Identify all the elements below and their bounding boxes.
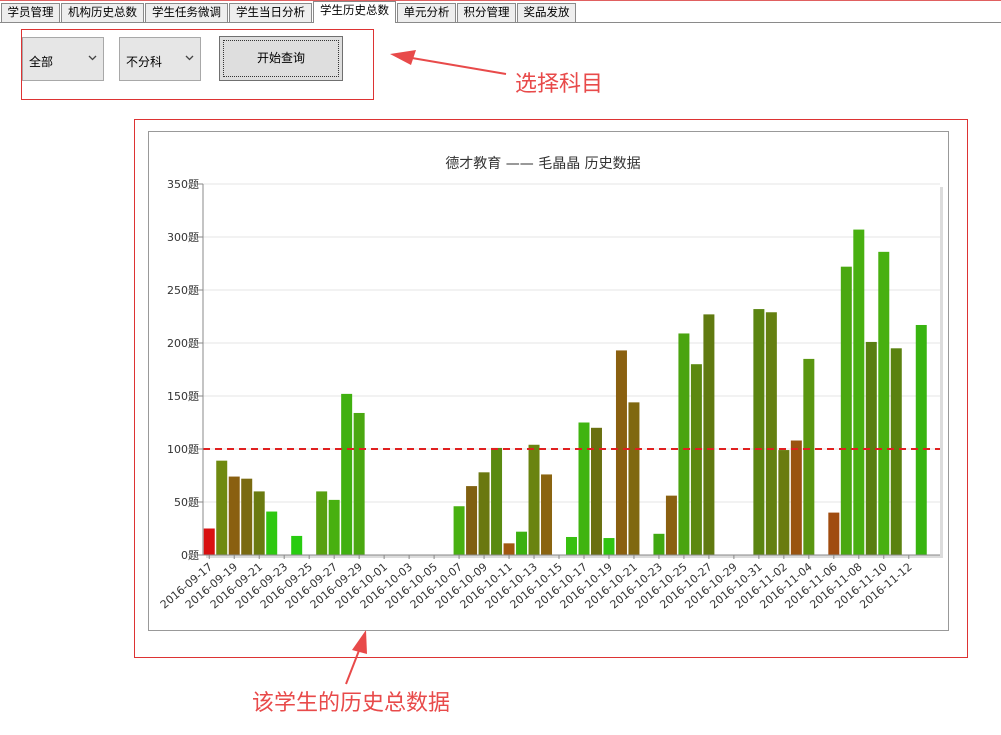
bar <box>703 314 715 555</box>
bar <box>291 535 303 555</box>
y-tick-label: 0题 <box>181 549 199 562</box>
y-tick-label: 250题 <box>167 284 199 297</box>
bar <box>890 348 902 555</box>
bar <box>828 512 840 555</box>
bar <box>566 536 577 555</box>
bar <box>466 486 478 555</box>
y-tick-label: 50题 <box>174 496 199 509</box>
start-query-label: 开始查询 <box>256 51 305 65</box>
bar <box>516 531 528 555</box>
bar <box>353 412 365 555</box>
tab-student-management[interactable]: 学员管理 <box>1 3 60 22</box>
tab-unit-analysis[interactable]: 单元分析 <box>397 3 456 22</box>
range-select-value: 全部 <box>29 55 54 69</box>
bar <box>790 440 802 555</box>
tab-org-history-total[interactable]: 机构历史总数 <box>61 3 144 22</box>
bar <box>328 499 340 555</box>
chevron-down-icon <box>88 55 97 61</box>
bar <box>503 543 515 555</box>
bar <box>678 333 690 555</box>
bar <box>840 266 852 555</box>
bar <box>665 495 677 555</box>
range-select[interactable]: 全部 <box>22 37 104 81</box>
bar <box>228 476 240 555</box>
bar <box>491 447 503 555</box>
bar <box>241 478 253 555</box>
bar <box>865 341 877 555</box>
top-accent-line <box>0 0 1001 1</box>
bar <box>765 312 777 555</box>
y-tick-label: 300题 <box>167 231 199 244</box>
focus-rect <box>223 40 339 77</box>
bar <box>453 506 465 555</box>
bar <box>878 251 890 555</box>
y-tick-label: 100题 <box>167 443 199 456</box>
chevron-down-icon <box>185 55 194 61</box>
bar <box>541 474 553 555</box>
chart-title: 德才教育 —— 毛晶晶 历史数据 <box>445 156 640 172</box>
tab-task-adjust[interactable]: 学生任务微调 <box>145 3 228 22</box>
annotation-history-data: 该学生的历史总数据 <box>252 691 451 716</box>
chart-highlight-box <box>134 119 968 658</box>
bar <box>578 422 590 555</box>
subject-select-value: 不分科 <box>126 55 163 69</box>
bar-layer <box>203 229 927 555</box>
arrow-up-icon <box>345 630 367 685</box>
subject-select[interactable]: 不分科 <box>119 37 201 81</box>
bar <box>528 444 540 555</box>
bar <box>803 358 815 555</box>
start-query-button[interactable]: 开始查询 <box>219 36 343 81</box>
bar <box>653 533 665 555</box>
tab-points-management[interactable]: 积分管理 <box>457 3 516 22</box>
bar <box>203 528 215 555</box>
bar <box>590 427 602 555</box>
bar <box>478 472 490 555</box>
arrow-left-icon <box>390 50 507 75</box>
bar <box>216 460 228 555</box>
bar <box>778 450 790 555</box>
tab-daily-analysis[interactable]: 学生当日分析 <box>229 3 312 22</box>
y-tick-label: 350题 <box>167 178 199 191</box>
bar <box>753 309 765 555</box>
bar <box>253 491 265 555</box>
tab-student-history-total[interactable]: 学生历史总数 <box>313 1 396 23</box>
bar <box>628 402 640 555</box>
bar <box>266 511 278 555</box>
bar <box>341 393 353 555</box>
y-tick-label: 200题 <box>167 337 199 350</box>
annotation-select-subject: 选择科目 <box>515 72 604 97</box>
bar <box>690 364 702 555</box>
y-tick-label: 150题 <box>167 390 199 403</box>
grid-layer <box>203 183 943 558</box>
bar <box>853 229 865 555</box>
plot-area <box>203 184 940 555</box>
tab-bar: 学员管理 机构历史总数 学生任务微调 学生当日分析 学生历史总数 单元分析 积分… <box>0 0 1001 23</box>
tab-prize-distribution[interactable]: 奖品发放 <box>517 3 576 22</box>
bar <box>615 350 627 555</box>
bar <box>316 491 328 555</box>
bar <box>915 324 927 555</box>
bar <box>603 538 615 555</box>
controls-highlight-box <box>21 29 374 100</box>
